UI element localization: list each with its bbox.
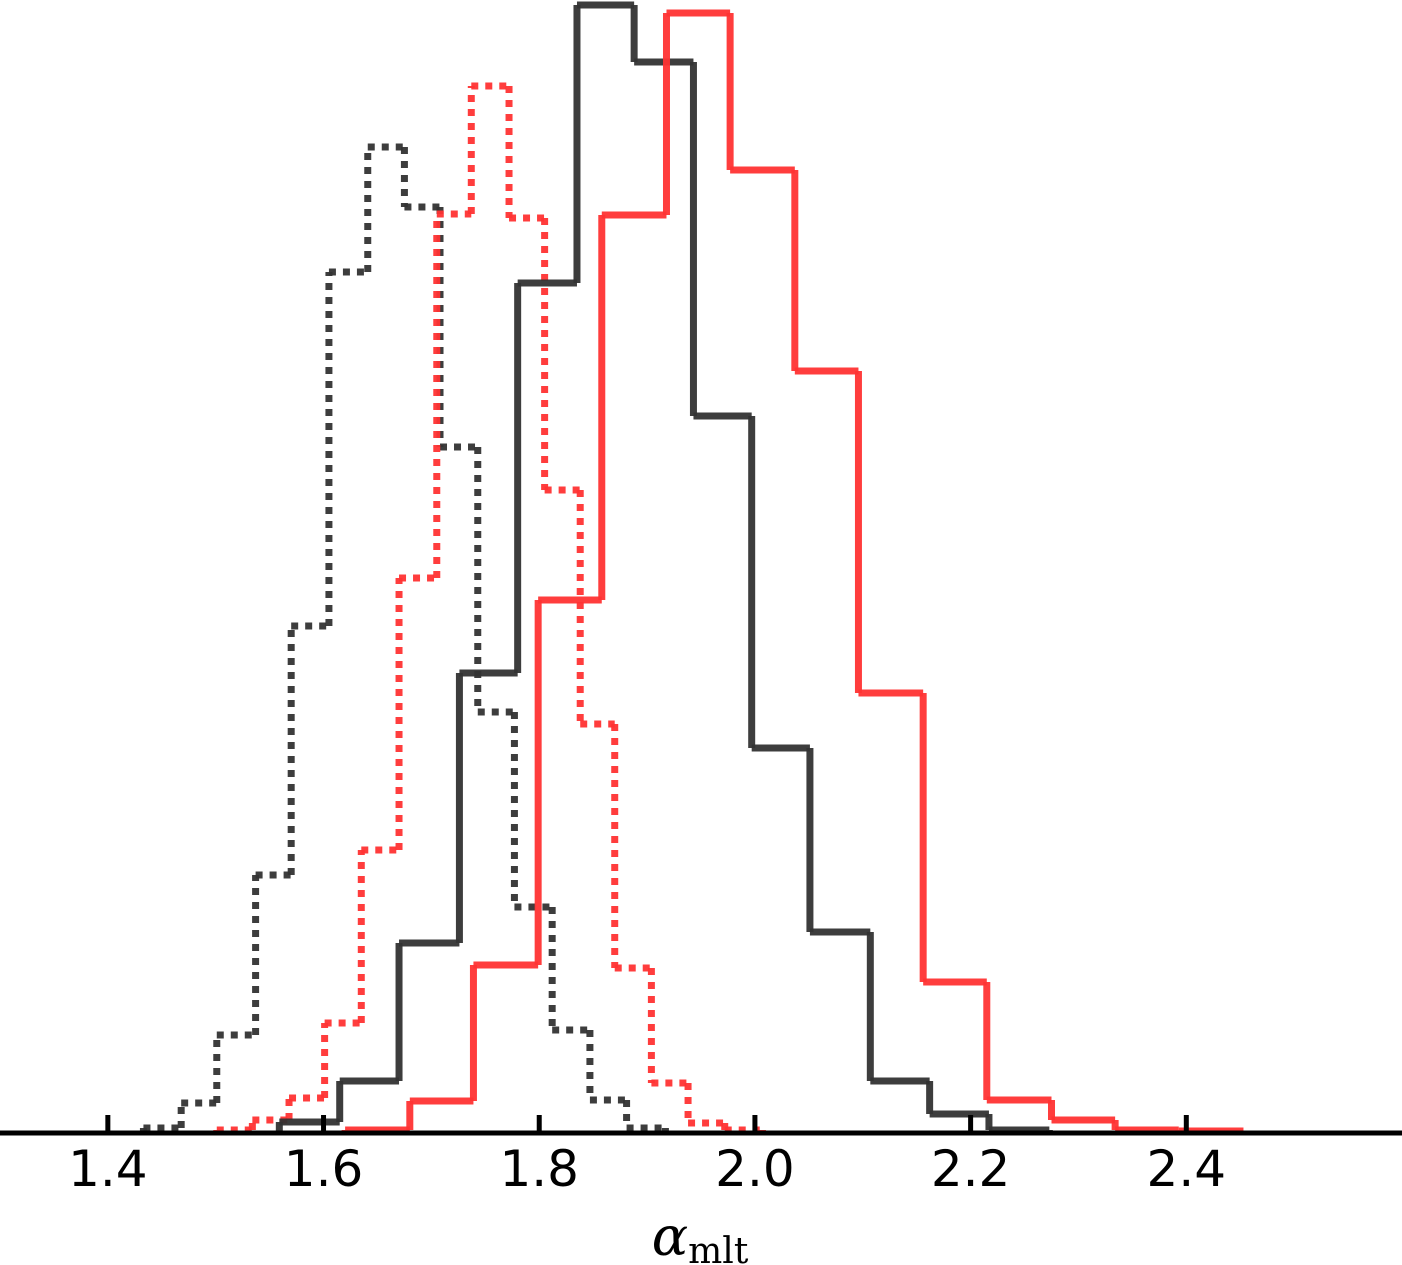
x-tick-label: 1.4 xyxy=(68,1140,148,1198)
x-axis-label: αmlt xyxy=(652,1205,749,1265)
x-tick-label: 2.4 xyxy=(1147,1140,1227,1198)
x-tick-label: 2.0 xyxy=(715,1140,795,1198)
x-label-sub: mlt xyxy=(688,1231,749,1265)
x-tick-label: 1.6 xyxy=(284,1140,364,1198)
x-label-base: α xyxy=(652,1205,688,1265)
x-tick-label: 2.2 xyxy=(931,1140,1011,1198)
x-tick-label: 1.8 xyxy=(499,1140,579,1198)
